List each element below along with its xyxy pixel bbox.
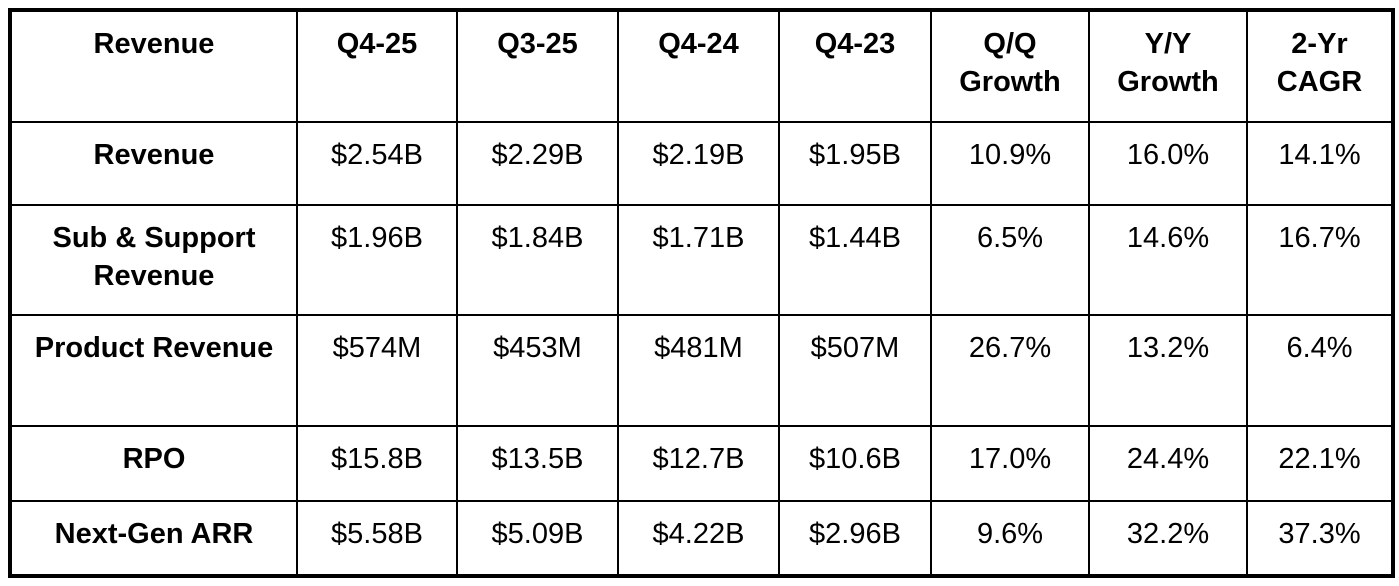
header-cell-q4-23: Q4-23 — [778, 9, 932, 123]
value-cell: $5.09B — [456, 500, 619, 577]
value-cell: 32.2% — [1088, 500, 1248, 577]
value-cell: 22.1% — [1246, 425, 1394, 502]
value-cell: $2.96B — [778, 500, 932, 577]
table-row-revenue: Revenue $2.54B $2.29B $2.19B $1.95B 10.9… — [9, 121, 1394, 206]
value-cell: $1.84B — [456, 204, 619, 316]
value-cell: $481M — [617, 314, 780, 427]
value-cell: $1.44B — [778, 204, 932, 316]
value-cell: $1.96B — [296, 204, 458, 316]
row-label-rpo: RPO — [9, 425, 298, 502]
value-cell: 14.1% — [1246, 121, 1394, 206]
table-row-rpo: RPO $15.8B $13.5B $12.7B $10.6B 17.0% 24… — [9, 425, 1394, 502]
value-cell: $4.22B — [617, 500, 780, 577]
value-cell: $2.54B — [296, 121, 458, 206]
value-cell: $574M — [296, 314, 458, 427]
header-row: Revenue Q4-25 Q3-25 Q4-24 Q4-23 Q/Q Grow… — [9, 9, 1394, 123]
header-cell-2yr-cagr: 2-Yr CAGR — [1246, 9, 1394, 123]
value-cell: $2.19B — [617, 121, 780, 206]
table-row-sub-support-revenue: Sub & Support Revenue $1.96B $1.84B $1.7… — [9, 204, 1394, 316]
row-label-next-gen-arr: Next-Gen ARR — [9, 500, 298, 577]
value-cell: $453M — [456, 314, 619, 427]
value-cell: 17.0% — [930, 425, 1090, 502]
row-label-product-revenue: Product Revenue — [9, 314, 298, 427]
value-cell: 14.6% — [1088, 204, 1248, 316]
table-row-next-gen-arr: Next-Gen ARR $5.58B $5.09B $4.22B $2.96B… — [9, 500, 1394, 577]
value-cell: 24.4% — [1088, 425, 1248, 502]
value-cell: $2.29B — [456, 121, 619, 206]
value-cell: 6.5% — [930, 204, 1090, 316]
value-cell: 9.6% — [930, 500, 1090, 577]
value-cell: 10.9% — [930, 121, 1090, 206]
value-cell: $5.58B — [296, 500, 458, 577]
header-cell-qq-growth: Q/Q Growth — [930, 9, 1090, 123]
row-label-sub-support-revenue: Sub & Support Revenue — [9, 204, 298, 316]
header-cell-yy-growth: Y/Y Growth — [1088, 9, 1248, 123]
value-cell: $13.5B — [456, 425, 619, 502]
value-cell: $12.7B — [617, 425, 780, 502]
value-cell: 16.0% — [1088, 121, 1248, 206]
header-cell-revenue: Revenue — [9, 9, 298, 123]
revenue-metrics-table: Revenue Q4-25 Q3-25 Q4-24 Q4-23 Q/Q Grow… — [8, 8, 1395, 578]
value-cell: $1.71B — [617, 204, 780, 316]
value-cell: $10.6B — [778, 425, 932, 502]
table-row-product-revenue: Product Revenue $574M $453M $481M $507M … — [9, 314, 1394, 427]
header-cell-q4-24: Q4-24 — [617, 9, 780, 123]
header-cell-q3-25: Q3-25 — [456, 9, 619, 123]
value-cell: 16.7% — [1246, 204, 1394, 316]
row-label-revenue: Revenue — [9, 121, 298, 206]
value-cell: 13.2% — [1088, 314, 1248, 427]
value-cell: 26.7% — [930, 314, 1090, 427]
value-cell: 37.3% — [1246, 500, 1394, 577]
value-cell: $507M — [778, 314, 932, 427]
value-cell: 6.4% — [1246, 314, 1394, 427]
value-cell: $1.95B — [778, 121, 932, 206]
header-cell-q4-25: Q4-25 — [296, 9, 458, 123]
value-cell: $15.8B — [296, 425, 458, 502]
